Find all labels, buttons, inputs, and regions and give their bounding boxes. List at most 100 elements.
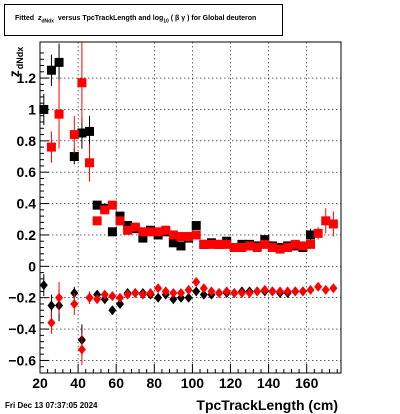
x-tick-label: 60 — [108, 375, 124, 391]
data-point-diamond — [199, 289, 208, 300]
data-point-square — [77, 78, 87, 88]
grid — [39, 42, 341, 373]
data-point-diamond — [47, 317, 56, 328]
x-tick-label: 40 — [70, 375, 86, 391]
data-point-diamond — [116, 292, 125, 303]
data-point-diamond — [70, 298, 79, 309]
data-point-diamond — [260, 284, 269, 295]
data-point-diamond — [55, 292, 64, 303]
data-point-square — [191, 221, 201, 231]
data-point-square — [92, 216, 102, 226]
data-point-square — [130, 222, 140, 232]
data-point-square — [46, 142, 56, 152]
axes: 20 40 60 80 100 120 140 160 −0.6 −0.4 −0.2 0 0.2 0.4 0… — [8, 52, 338, 391]
x-tick-label: 80 — [147, 375, 163, 391]
x-tick-label: 120 — [219, 375, 243, 391]
plot-frame — [39, 41, 342, 374]
data-point-diamond — [283, 286, 292, 297]
data-point-diamond — [108, 305, 117, 316]
data-point-square — [69, 152, 79, 162]
x-tick-label: 160 — [295, 375, 319, 391]
data-point-square — [54, 57, 64, 67]
data-point-square — [107, 200, 117, 210]
data-point-square — [184, 232, 194, 242]
data-point-square — [176, 241, 186, 251]
data-point-diamond — [276, 286, 285, 297]
data-point-diamond — [298, 286, 307, 297]
data-point-square — [328, 219, 338, 229]
data-point-diamond — [169, 294, 178, 305]
y-tick-label: 0.8 — [17, 133, 37, 149]
data-point-diamond — [116, 298, 125, 309]
data-point-square — [290, 239, 300, 249]
data-series — [39, 42, 338, 366]
y-tick-label: 1 — [28, 101, 36, 117]
data-point-square — [275, 244, 285, 254]
data-point-square — [153, 227, 163, 237]
y-tick-label: 0 — [28, 258, 36, 274]
y-axis-label-main: z — [6, 70, 22, 77]
data-point-square — [214, 239, 224, 249]
data-point-square — [237, 243, 247, 253]
title-box: Fitted zdNdx versus TpcTrackLength and l… — [4, 4, 283, 36]
data-point-square — [46, 65, 56, 75]
data-point-diamond — [123, 289, 132, 300]
data-point-diamond — [291, 286, 300, 297]
data-point-square — [260, 239, 270, 249]
data-point-square — [145, 227, 155, 237]
data-point-diamond — [245, 287, 254, 298]
data-point-square — [191, 230, 201, 240]
data-point-square — [206, 239, 216, 249]
data-point-square — [138, 233, 148, 243]
data-point-square — [306, 239, 316, 249]
data-point-square — [298, 241, 308, 251]
data-point-square — [69, 130, 79, 140]
y-tick-label: −0.2 — [8, 290, 36, 306]
data-point-square — [161, 225, 171, 235]
data-point-diamond — [100, 289, 109, 300]
data-point-square — [176, 232, 186, 242]
y-tick-label: −0.6 — [8, 352, 36, 368]
y-tick-label: 1.2 — [17, 70, 37, 86]
y-tick-label: 0.2 — [17, 227, 37, 243]
series-3 — [47, 277, 338, 366]
data-point-diamond — [329, 283, 338, 294]
data-point-diamond — [108, 291, 117, 302]
data-point-diamond — [222, 286, 231, 297]
data-point-diamond — [85, 292, 94, 303]
x-tick-label: 140 — [257, 375, 281, 391]
data-point-diamond — [154, 283, 163, 294]
data-point-diamond — [47, 300, 56, 311]
data-point-square — [222, 239, 232, 249]
data-point-square — [54, 109, 64, 119]
data-point-square — [313, 228, 323, 238]
data-point-diamond — [215, 287, 224, 298]
data-point-diamond — [184, 292, 193, 303]
data-point-diamond — [199, 283, 208, 294]
data-point-square — [138, 227, 148, 237]
data-point-square — [245, 241, 255, 251]
y-axis-label: zdNdx — [6, 47, 25, 78]
data-point-square — [85, 158, 95, 168]
data-point-diamond — [253, 286, 262, 297]
x-axis-label: TpcTrackLength (cm) — [196, 397, 338, 413]
data-point-square — [92, 200, 102, 210]
data-point-square — [115, 216, 125, 226]
data-point-diamond — [314, 281, 323, 292]
data-point-square — [306, 230, 316, 240]
data-point-square — [260, 235, 270, 245]
series-1 — [46, 42, 338, 254]
data-point-diamond — [161, 286, 170, 297]
data-point-square — [229, 243, 239, 253]
chart-title: Fitted zdNdx versus TpcTrackLength and l… — [15, 15, 257, 25]
data-point-diamond — [93, 294, 102, 305]
data-point-diamond — [192, 286, 201, 297]
y-tick-label: 0.6 — [17, 164, 37, 180]
data-point-square — [77, 128, 87, 138]
data-point-diamond — [321, 284, 330, 295]
data-point-square — [168, 238, 178, 248]
data-point-diamond — [131, 287, 140, 298]
data-point-diamond — [154, 292, 163, 303]
data-point-square — [252, 243, 262, 253]
